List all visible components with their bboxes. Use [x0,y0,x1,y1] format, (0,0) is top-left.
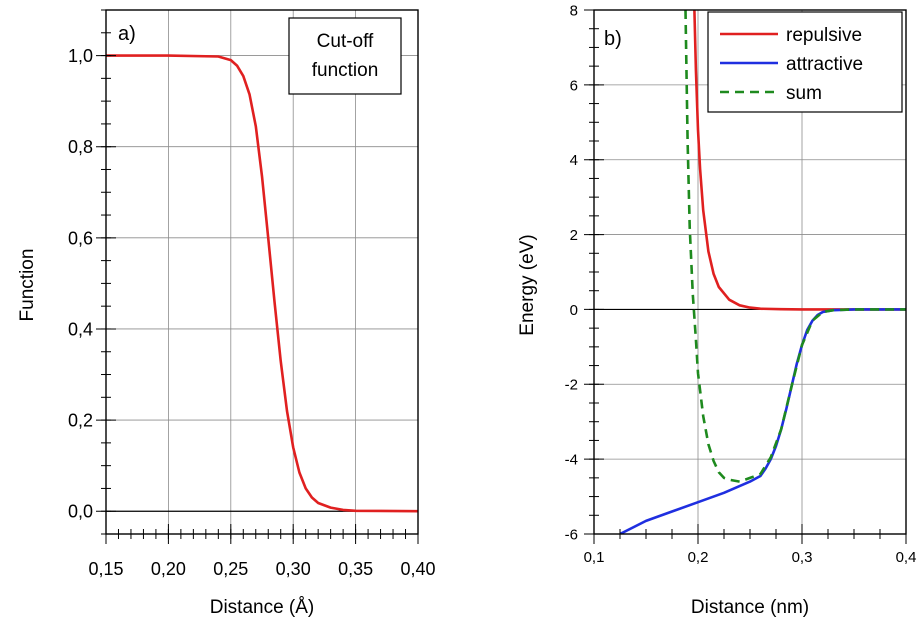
legend-label-sum: sum [786,83,822,104]
y-tick-label: 2 [570,227,578,244]
legend-label-attractive: attractive [786,54,863,75]
y-tick-label: 0,4 [68,319,93,339]
annotation-text: Cut-off [317,31,374,52]
x-tick-label: 0,20 [151,559,186,579]
annotation-text: function [312,60,379,81]
series-line-curve-0 [106,54,418,513]
plot-frame [105,9,419,535]
x-axis-title: Distance (Å) [210,597,315,618]
x-tick-label: 0,4 [896,549,917,566]
x-tick-label: 0,25 [213,559,248,579]
y-axis-title: Energy (eV) [517,234,538,335]
series-line-repulsive [693,10,906,311]
x-tick-label: 0,35 [338,559,373,579]
x-tick-label: 0,1 [584,549,605,566]
y-tick-label: -4 [565,452,578,469]
series-line-sum [684,10,906,483]
x-tick-label: 0,2 [688,549,709,566]
y-tick-label: 1,0 [68,46,93,66]
y-tick-label: 0,6 [68,228,93,248]
legend-label-repulsive: repulsive [786,25,862,46]
y-tick-label: 0,8 [68,137,93,157]
x-tick-label: 0,15 [88,559,123,579]
series-line-attractive [619,308,906,534]
y-tick-label: 0 [570,302,578,319]
panel-label: b) [604,28,622,50]
panel-a-cutoff-chart: 0,15 0,20 0,25 0,30 0,35 0,40 0,0 0,2 0,4 0,6 0,8 1… [17,9,436,618]
x-tick-label: 0,3 [792,549,813,566]
panel-label: a) [118,23,136,45]
y-tick-label: 6 [570,77,578,94]
x-tick-label: 0,40 [400,559,435,579]
y-tick-label: 8 [570,2,578,19]
y-tick-label: 0,0 [68,502,93,522]
y-tick-label: 4 [570,152,578,169]
y-axis-title: Function [17,249,38,322]
x-axis-title: Distance (nm) [691,597,809,618]
y-tick-label: -6 [565,526,578,543]
panel-b-energy-chart: 0,1 0,2 0,3 0,4 -6 -4 -2 0 2 4 6 8 Distance (nm) Ener… [517,2,916,618]
y-tick-label: -2 [565,377,578,394]
x-tick-label: 0,30 [276,559,311,579]
y-tick-label: 0,2 [68,411,93,431]
annotation-box [288,17,402,95]
